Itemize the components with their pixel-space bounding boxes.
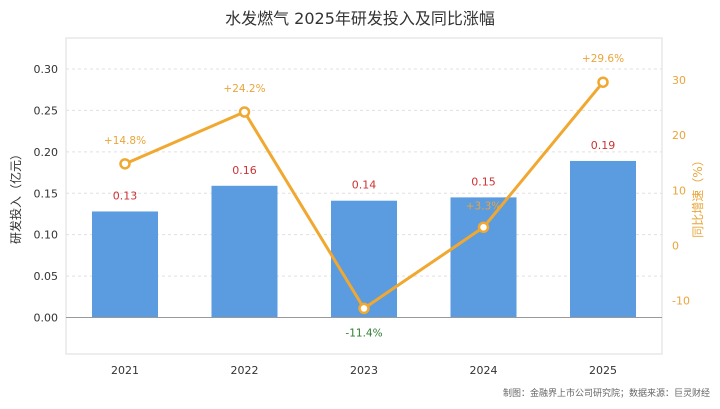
growth-point (597, 76, 609, 88)
growth-point (119, 158, 131, 170)
growth-pct-label: +14.8% (104, 135, 146, 147)
bar-value-label: 0.14 (352, 179, 377, 192)
x-tick-label: 2025 (589, 364, 617, 377)
growth-pct-label: +29.6% (582, 53, 624, 65)
growth-pct-label: +24.2% (223, 83, 265, 95)
axis-layer: 0.00 0.05 0.10 0.15 0.20 0.25 0.30 -10 0 10 20 30 20… (34, 63, 690, 377)
bar (211, 185, 278, 318)
x-tick-label: 2024 (470, 364, 498, 377)
growth-point (358, 302, 370, 315)
y-right-tick-label: -10 (672, 295, 690, 308)
growth-pct-label: -11.4% (345, 327, 382, 339)
y-left-tick-label: 0.15 (34, 187, 59, 200)
y-left-tick-label: 0.20 (34, 146, 59, 159)
bar (570, 160, 636, 318)
plot-frame (65, 37, 663, 355)
x-tick-label: 2023 (350, 364, 378, 377)
bar-value-label: 0.19 (591, 139, 616, 152)
y-left-tick-label: 0.00 (34, 312, 59, 325)
bar (450, 197, 517, 318)
bar (331, 200, 397, 318)
y-left-tick-label: 0.30 (34, 63, 59, 76)
bar-value-label: 0.13 (113, 189, 138, 202)
label-layer: 0.13 0.16 0.14 0.15 0.19 +14.8% +24.2% -11.4% +3… (104, 53, 624, 339)
x-tick-label: 2021 (111, 364, 139, 377)
y-axis-right-label: 同比增速（%） (691, 154, 705, 237)
y-right-tick-label: 10 (672, 184, 686, 197)
y-axis-left-label: 研发投入（亿元） (8, 148, 23, 244)
growth-pct-label: +3.3% (466, 200, 501, 212)
y-left-tick-label: 0.25 (34, 104, 59, 117)
y-right-tick-label: 20 (672, 129, 686, 142)
growth-point (477, 221, 490, 234)
bar-value-label: 0.16 (232, 164, 257, 177)
bar-layer (92, 160, 636, 318)
line-layer (119, 76, 609, 315)
y-left-tick-label: 0.05 (34, 270, 59, 283)
growth-point (238, 106, 251, 118)
chart-title: 水发燃气 2025年研发投入及同比涨幅 (225, 9, 495, 28)
y-left-tick-label: 0.10 (34, 229, 59, 242)
source-footnote: 制图：金融界上市公司研究院；数据来源：巨灵财经 (503, 387, 710, 399)
x-tick-label: 2022 (231, 364, 259, 377)
bar-value-label: 0.15 (471, 175, 496, 188)
y-right-tick-label: 30 (672, 74, 686, 87)
y-right-tick-label: 0 (672, 240, 679, 253)
bar (92, 211, 158, 318)
